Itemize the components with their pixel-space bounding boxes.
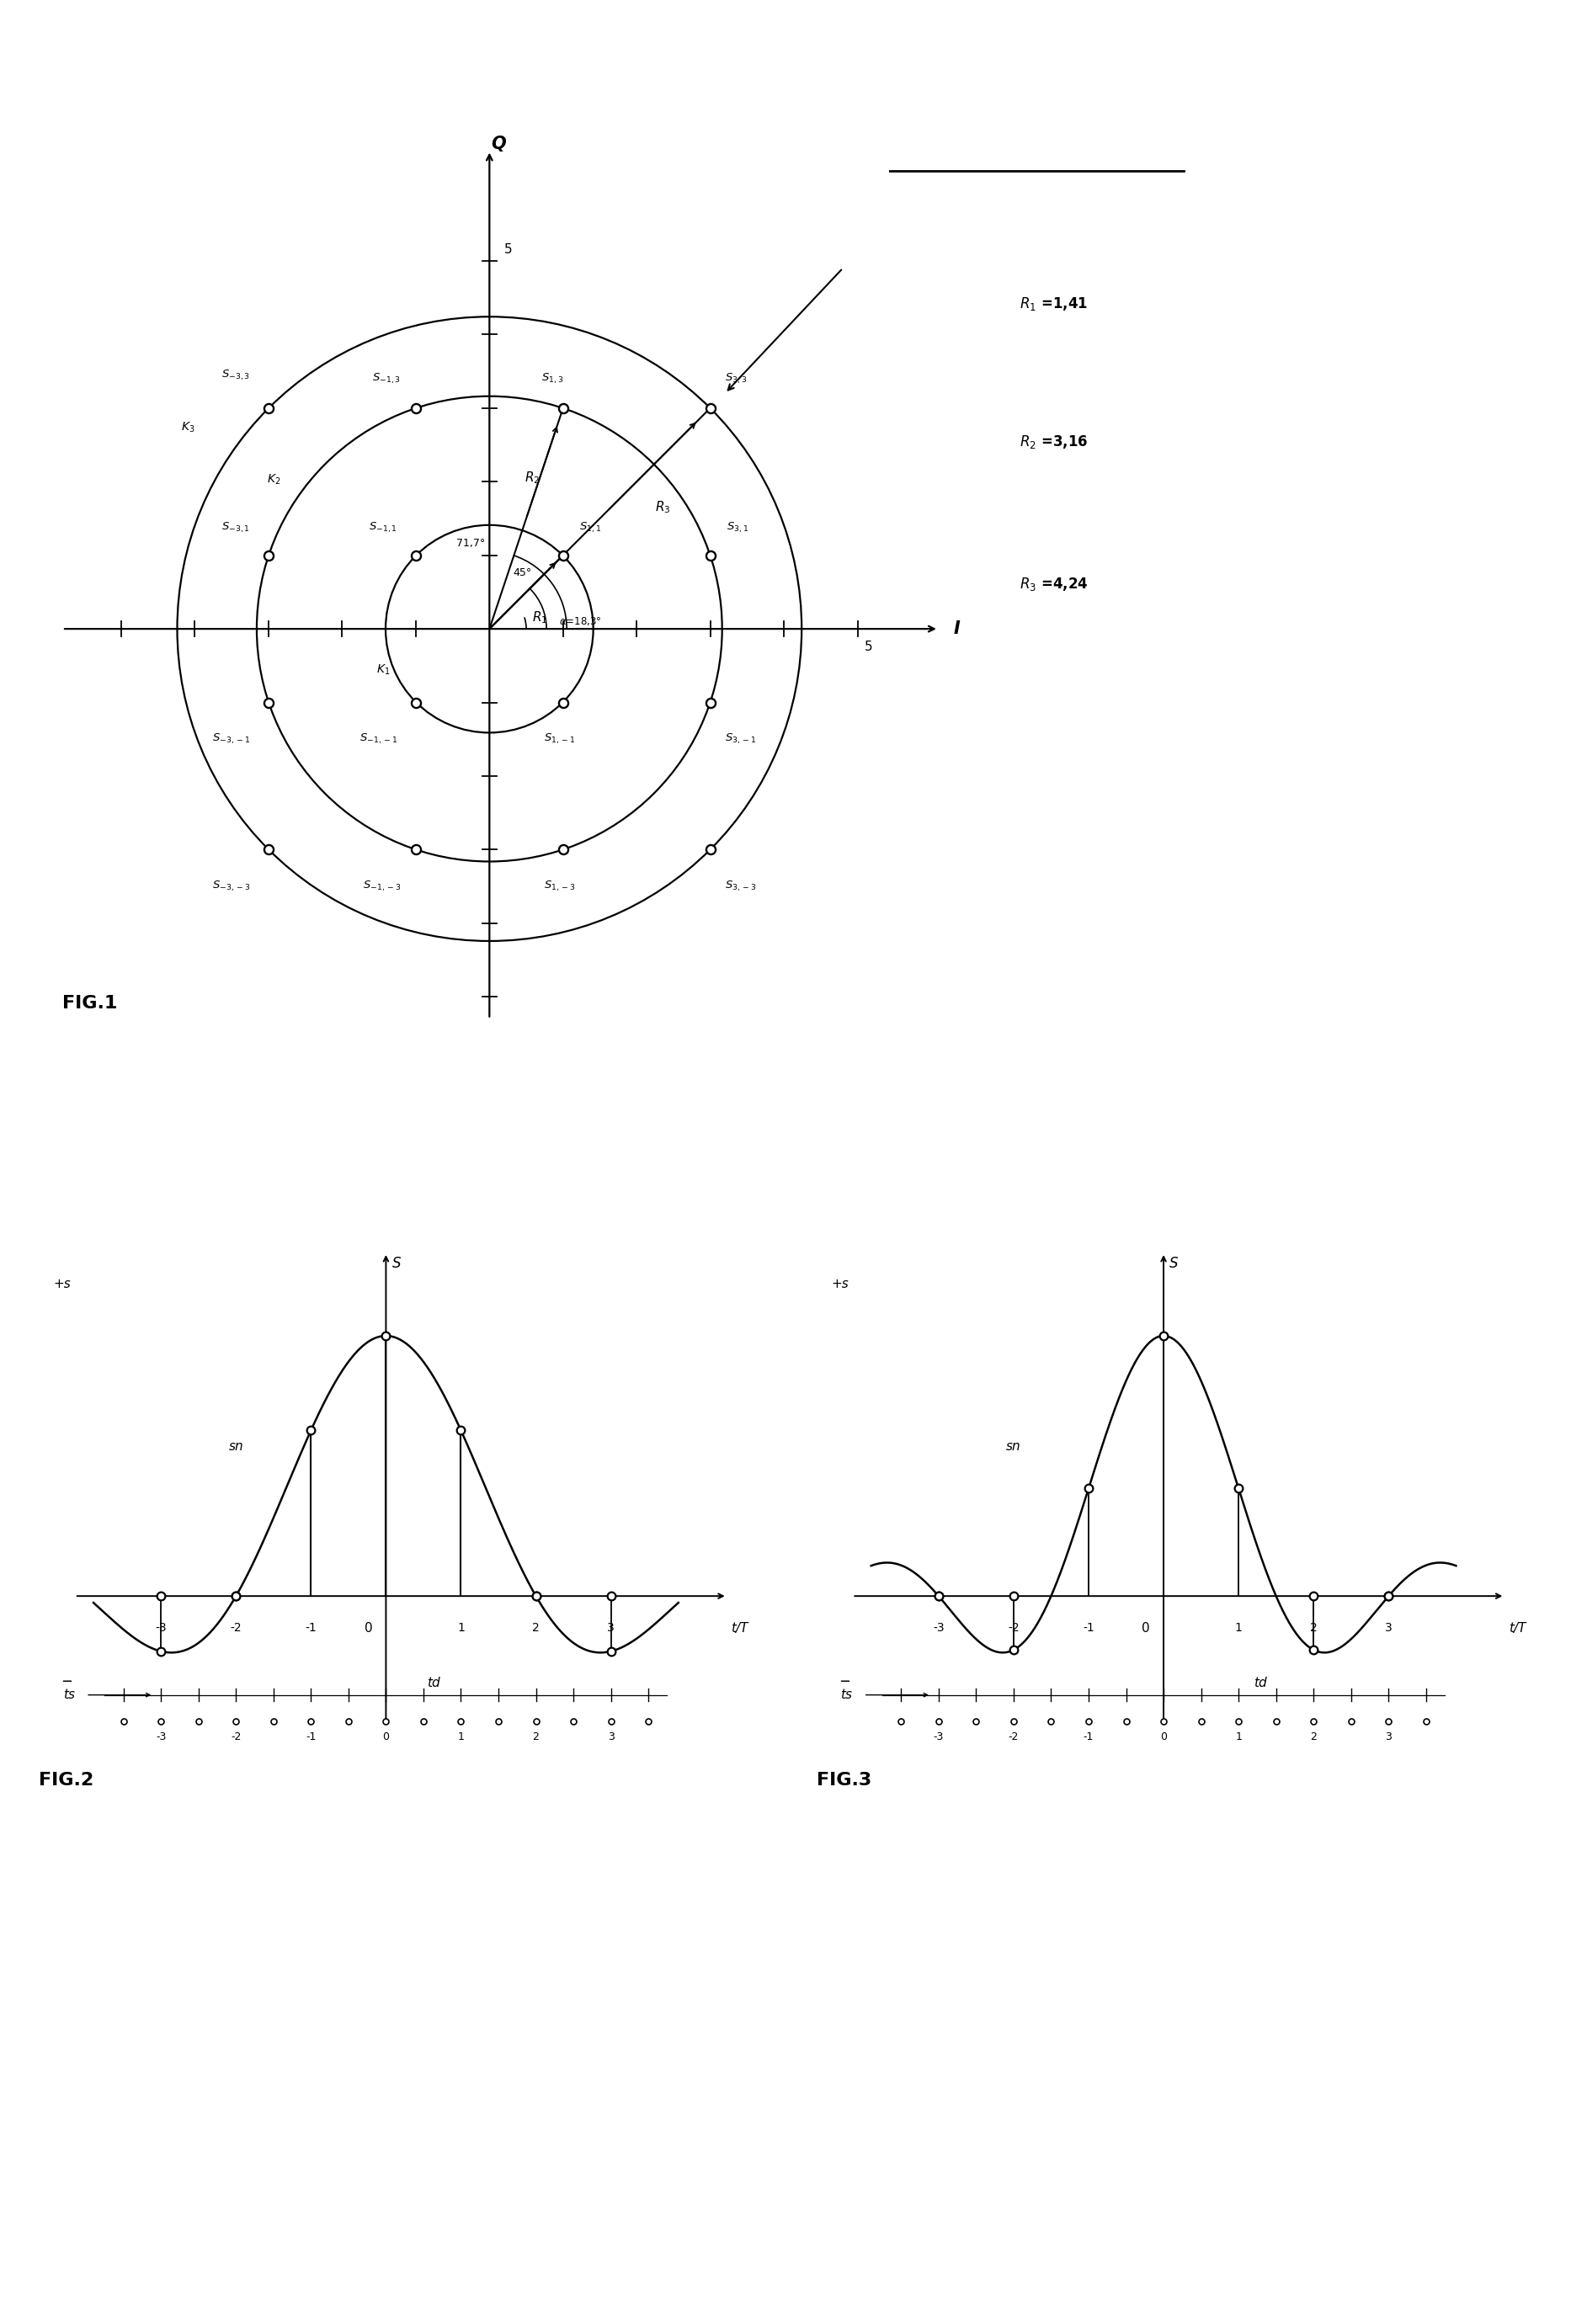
Text: td: td (1254, 1678, 1266, 1690)
Text: -1: -1 (305, 1622, 317, 1634)
Text: 1: 1 (457, 1622, 465, 1634)
Text: ts: ts (841, 1690, 852, 1701)
Text: $R_3$: $R_3$ (655, 500, 670, 516)
Text: 3: 3 (608, 1622, 614, 1634)
Text: S$_{-3,1}$: S$_{-3,1}$ (222, 521, 251, 535)
Text: $K_3$: $K_3$ (181, 421, 195, 435)
Text: FIG.3: FIG.3 (816, 1771, 871, 1789)
Text: -2: -2 (230, 1622, 241, 1634)
Text: S$_{3,-3}$: S$_{3,-3}$ (725, 878, 757, 892)
Text: sn: sn (1006, 1441, 1020, 1452)
Text: I: I (954, 621, 960, 637)
Text: 2: 2 (1309, 1622, 1317, 1634)
Text: S$_{-1,1}$: S$_{-1,1}$ (368, 521, 397, 535)
Text: -1: -1 (1082, 1622, 1095, 1634)
Text: S$_{-3,-1}$: S$_{-3,-1}$ (213, 732, 251, 746)
Text: _: _ (840, 1666, 849, 1683)
Text: +s: +s (54, 1278, 71, 1290)
Text: 45°: 45° (513, 567, 532, 579)
Text: $\alpha$=18,3°: $\alpha$=18,3° (559, 616, 601, 627)
Text: -1: -1 (1084, 1731, 1093, 1743)
Text: t/T: t/T (732, 1622, 747, 1634)
Text: 5: 5 (865, 641, 873, 653)
Text: S$_{1,-3}$: S$_{1,-3}$ (543, 878, 574, 892)
Text: $R_2$: $R_2$ (524, 469, 540, 486)
Text: 0: 0 (1143, 1622, 1151, 1634)
Text: S$_{-3,3}$: S$_{-3,3}$ (222, 370, 251, 381)
Text: 1: 1 (1235, 1622, 1243, 1634)
Text: 1: 1 (457, 1731, 465, 1743)
Text: -1: -1 (306, 1731, 316, 1743)
Text: S$_{-3,-3}$: S$_{-3,-3}$ (211, 878, 251, 892)
Text: 2: 2 (1311, 1731, 1317, 1743)
Text: t/T: t/T (1509, 1622, 1525, 1634)
Text: 2: 2 (533, 1731, 540, 1743)
Text: S: S (1170, 1255, 1179, 1271)
Text: $R_1$: $R_1$ (532, 609, 548, 625)
Text: -2: -2 (1008, 1622, 1019, 1634)
Text: Q: Q (490, 135, 506, 153)
Text: -3: -3 (156, 1731, 167, 1743)
Text: S$_{3,1}$: S$_{3,1}$ (727, 521, 749, 535)
Text: S$_{-1,-1}$: S$_{-1,-1}$ (359, 732, 397, 746)
Text: 0: 0 (365, 1622, 373, 1634)
Text: $K_2$: $K_2$ (267, 474, 281, 486)
Text: sn: sn (229, 1441, 243, 1452)
Text: 3: 3 (1385, 1622, 1392, 1634)
Text: -3: -3 (933, 1731, 944, 1743)
Text: S$_{-1,3}$: S$_{-1,3}$ (373, 372, 402, 386)
Text: S$_{3,3}$: S$_{3,3}$ (725, 372, 747, 386)
Text: FIG.2: FIG.2 (38, 1771, 94, 1789)
Text: -2: -2 (230, 1731, 241, 1743)
Text: 0: 0 (382, 1731, 389, 1743)
Text: $R_3$ =4,24: $R_3$ =4,24 (1020, 576, 1089, 593)
Text: S$_{3,-1}$: S$_{3,-1}$ (725, 732, 757, 746)
Text: $R_1$ =1,41: $R_1$ =1,41 (1020, 295, 1087, 311)
Text: S$_{1,1}$: S$_{1,1}$ (579, 521, 601, 535)
Text: -3: -3 (933, 1622, 944, 1634)
Text: 71,7°: 71,7° (457, 537, 486, 548)
Text: FIG.1: FIG.1 (62, 995, 117, 1011)
Text: -3: -3 (156, 1622, 167, 1634)
Text: 2: 2 (532, 1622, 540, 1634)
Text: ts: ts (63, 1690, 75, 1701)
Text: 5: 5 (505, 244, 513, 256)
Text: $R_2$ =3,16: $R_2$ =3,16 (1020, 432, 1089, 451)
Text: S$_{-1,-3}$: S$_{-1,-3}$ (363, 878, 402, 892)
Text: S: S (392, 1255, 402, 1271)
Text: S$_{1,3}$: S$_{1,3}$ (541, 372, 563, 386)
Text: td: td (427, 1678, 440, 1690)
Text: $K_1$: $K_1$ (376, 662, 390, 676)
Text: 3: 3 (608, 1731, 614, 1743)
Text: 3: 3 (1385, 1731, 1392, 1743)
Text: 0: 0 (1160, 1731, 1166, 1743)
Text: -2: -2 (1008, 1731, 1019, 1743)
Text: 1: 1 (1235, 1731, 1243, 1743)
Text: S$_{1,-1}$: S$_{1,-1}$ (544, 732, 574, 746)
Text: _: _ (62, 1666, 71, 1683)
Text: +s: +s (832, 1278, 849, 1290)
